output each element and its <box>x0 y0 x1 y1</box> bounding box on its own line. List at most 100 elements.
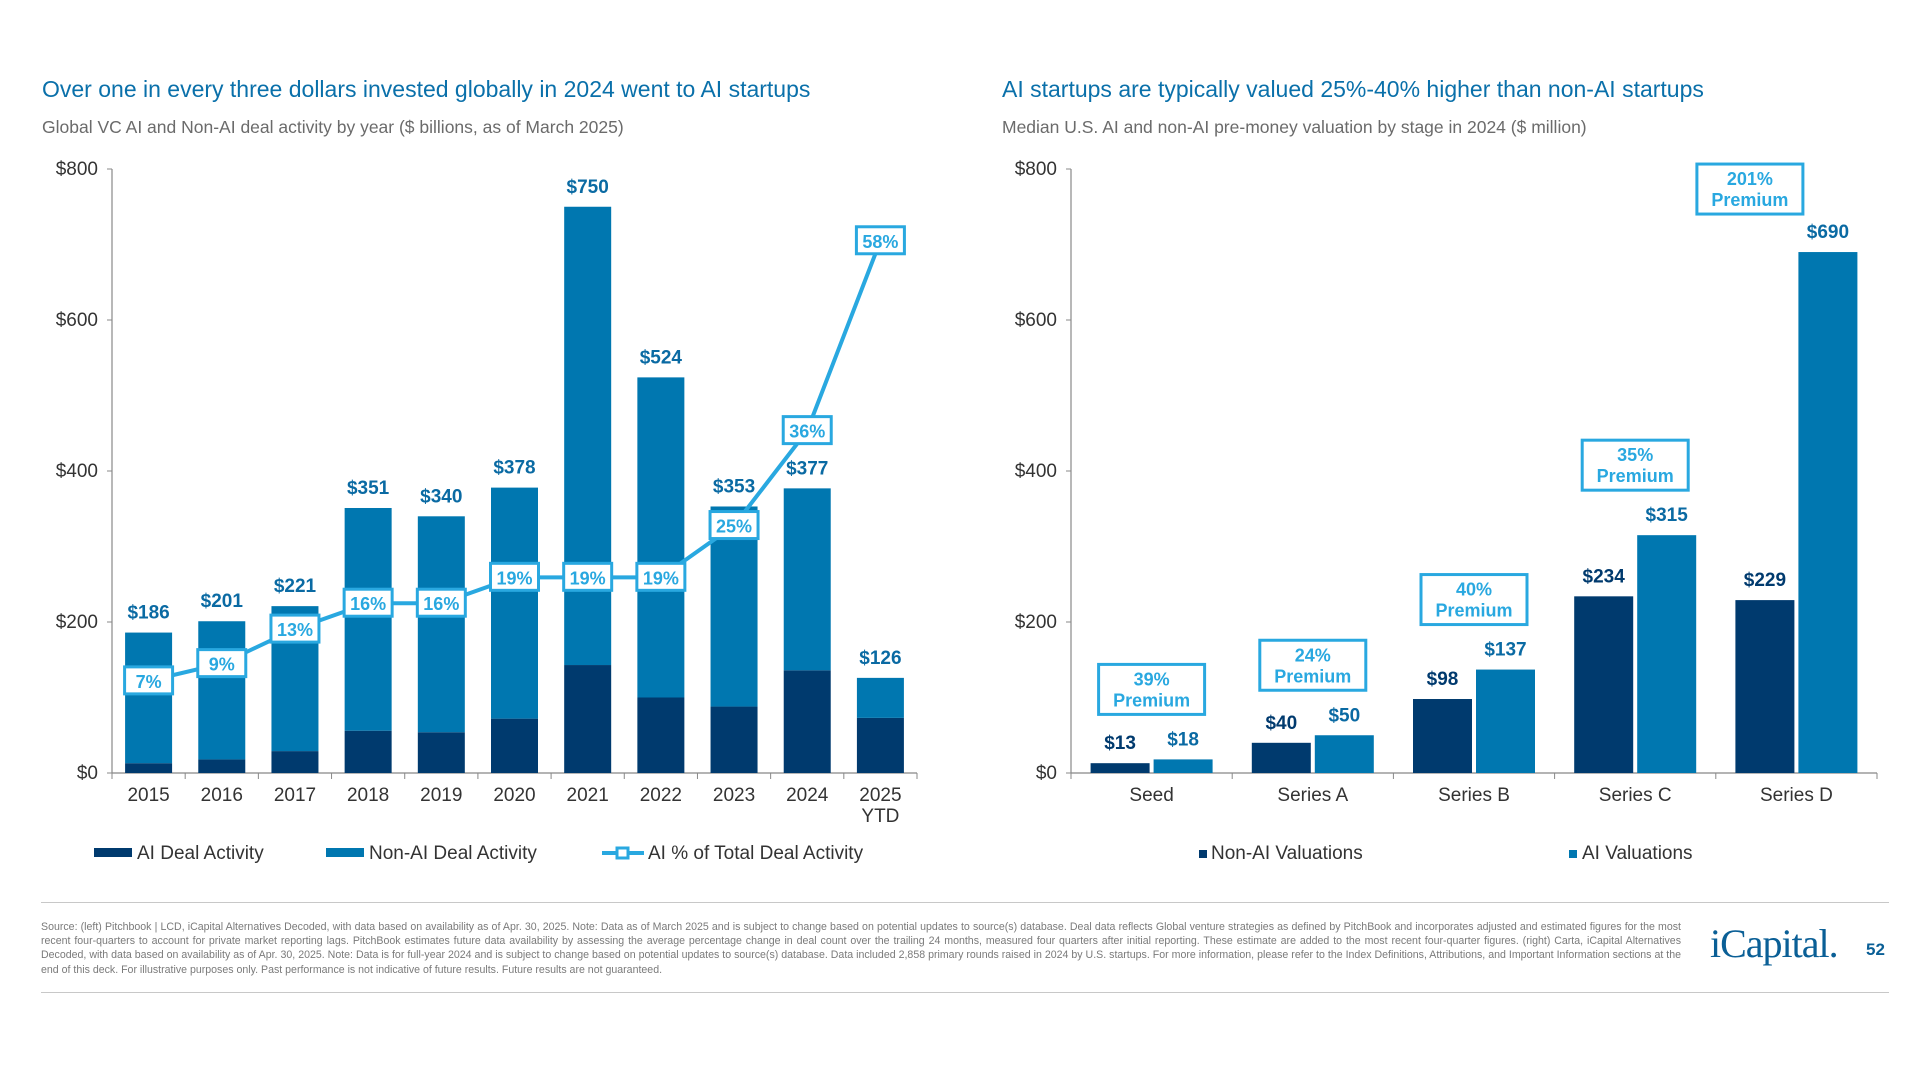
legend-non-ai-swatch <box>326 848 364 857</box>
premium-percent: 40% <box>1456 580 1492 600</box>
non-ai-value-label: $234 <box>1583 566 1626 587</box>
non-ai-valuation-bar <box>1735 600 1795 773</box>
ai-percent-label: 16% <box>350 594 386 614</box>
ai-percent-label: 16% <box>423 594 459 614</box>
ai-deal-bar <box>271 751 319 773</box>
non-ai-deal-bar <box>783 488 831 671</box>
legend-non-ai-valuations-label: Non-AI Valuations <box>1211 843 1363 864</box>
total-value-label: $377 <box>786 458 828 479</box>
legend-non-ai-label: Non-AI Deal Activity <box>369 843 537 864</box>
ai-percent-label-box <box>123 665 175 696</box>
ai-valuation-bar <box>1476 669 1535 773</box>
premium-label: Premium <box>1274 666 1351 686</box>
ai-percent-label: 25% <box>716 517 752 537</box>
right-chart-subtitle: Median U.S. AI and non-AI pre-money valu… <box>1002 117 1587 137</box>
x-category-label: 2016 <box>201 785 243 806</box>
ai-deal-bar <box>417 732 465 773</box>
ai-deal-bar <box>344 730 392 773</box>
non-ai-valuation-bar <box>1251 742 1311 773</box>
ai-value-label: $315 <box>1646 505 1689 526</box>
ai-valuation-bar <box>1798 252 1858 774</box>
x-category-label: 2023 <box>713 785 755 806</box>
right-chart-title: AI startups are typically valued 25%-40%… <box>1002 76 1704 102</box>
x-category-label: 2022 <box>640 785 682 806</box>
premium-label: Premium <box>1597 466 1674 486</box>
left-y-tick-label: $600 <box>56 310 98 331</box>
x-category-label: Series D <box>1760 785 1833 806</box>
icapital-logo: iCapital. <box>1710 921 1839 966</box>
x-category-label: 2020 <box>493 785 535 806</box>
ai-percent-label-box <box>415 587 467 618</box>
legend-ai-valuations-label: AI Valuations <box>1582 843 1693 864</box>
ai-deal-bar <box>198 759 246 773</box>
non-ai-value-label: $13 <box>1104 733 1136 754</box>
legend-percent-marker <box>615 846 630 860</box>
total-value-label: $378 <box>493 458 535 479</box>
non-ai-deal-bar <box>125 632 173 764</box>
non-ai-deal-bar <box>637 377 685 698</box>
right-y-tick-label: $800 <box>1015 159 1057 180</box>
total-value-label: $340 <box>420 486 462 507</box>
total-value-label: $750 <box>567 177 609 198</box>
right-y-tick-label: $0 <box>1036 763 1057 784</box>
ai-valuation-bar <box>1314 735 1374 773</box>
ai-percent-label-box <box>269 613 321 644</box>
x-category-label: Seed <box>1129 785 1173 806</box>
x-category-label: 2024 <box>786 785 829 806</box>
non-ai-deal-bar <box>198 621 246 760</box>
legend-ai-valuations-swatch <box>1569 850 1577 858</box>
ai-percent-label-box <box>781 415 833 446</box>
non-ai-deal-bar <box>856 677 904 718</box>
ai-percent-label-box <box>708 510 760 541</box>
total-value-label: $186 <box>127 603 169 624</box>
left-chart-title: Over one in every three dollars invested… <box>42 76 811 102</box>
premium-label: Premium <box>1711 190 1788 210</box>
premium-annotation-box <box>1258 638 1368 692</box>
total-value-label: $351 <box>347 478 390 499</box>
ai-valuation-bar <box>1153 759 1213 773</box>
left-chart-subtitle: Global VC AI and Non-AI deal activity by… <box>42 117 624 137</box>
premium-annotation-box <box>1097 662 1207 716</box>
footer-source-text: Source: (left) Pitchbook | LCD, iCapital… <box>41 921 1681 976</box>
ai-value-label: $18 <box>1167 729 1199 750</box>
legend-percent-label: AI % of Total Deal Activity <box>648 843 864 864</box>
premium-percent: 24% <box>1295 645 1331 665</box>
ai-deal-bar <box>783 670 831 773</box>
ai-percent-label: 58% <box>862 232 898 252</box>
ai-deal-bar <box>710 706 758 773</box>
ai-percent-label: 7% <box>136 672 162 692</box>
ai-percent-label-box <box>635 561 687 592</box>
ai-deal-bar <box>491 718 538 773</box>
left-y-tick-label: $200 <box>56 612 98 633</box>
x-category-label: Series A <box>1277 785 1348 806</box>
premium-percent: 35% <box>1617 445 1653 465</box>
ai-percent-label: 19% <box>643 568 679 588</box>
ai-valuation-bar <box>1637 535 1697 773</box>
premium-label: Premium <box>1435 601 1512 621</box>
ai-percent-label-box <box>342 587 394 618</box>
non-ai-valuation-bar <box>1090 763 1150 773</box>
x-category-label: YTD <box>861 806 899 827</box>
legend-ai-swatch <box>94 848 132 857</box>
ai-percent-label: 13% <box>277 620 313 640</box>
non-ai-value-label: $229 <box>1744 570 1786 591</box>
ai-deal-bar <box>564 665 612 773</box>
left-y-tick-label: $400 <box>56 461 98 482</box>
page-number: 52 <box>1866 940 1885 959</box>
non-ai-deal-bar <box>417 516 465 733</box>
non-ai-deal-bar <box>344 507 392 731</box>
ai-deal-bar <box>637 697 685 773</box>
premium-annotation-box <box>1580 438 1690 492</box>
ai-value-label: $137 <box>1484 640 1526 661</box>
footer-divider-bottom <box>41 992 1889 993</box>
ai-value-label: $690 <box>1807 222 1849 243</box>
total-value-label: $126 <box>859 648 901 669</box>
premium-label: Premium <box>1113 690 1190 710</box>
x-category-label: 2017 <box>274 785 316 806</box>
premium-percent: 201% <box>1727 169 1773 189</box>
non-ai-deal-bar <box>564 206 612 666</box>
total-value-label: $221 <box>274 576 317 597</box>
x-category-label: Series C <box>1599 785 1672 806</box>
x-category-label: 2018 <box>347 785 389 806</box>
